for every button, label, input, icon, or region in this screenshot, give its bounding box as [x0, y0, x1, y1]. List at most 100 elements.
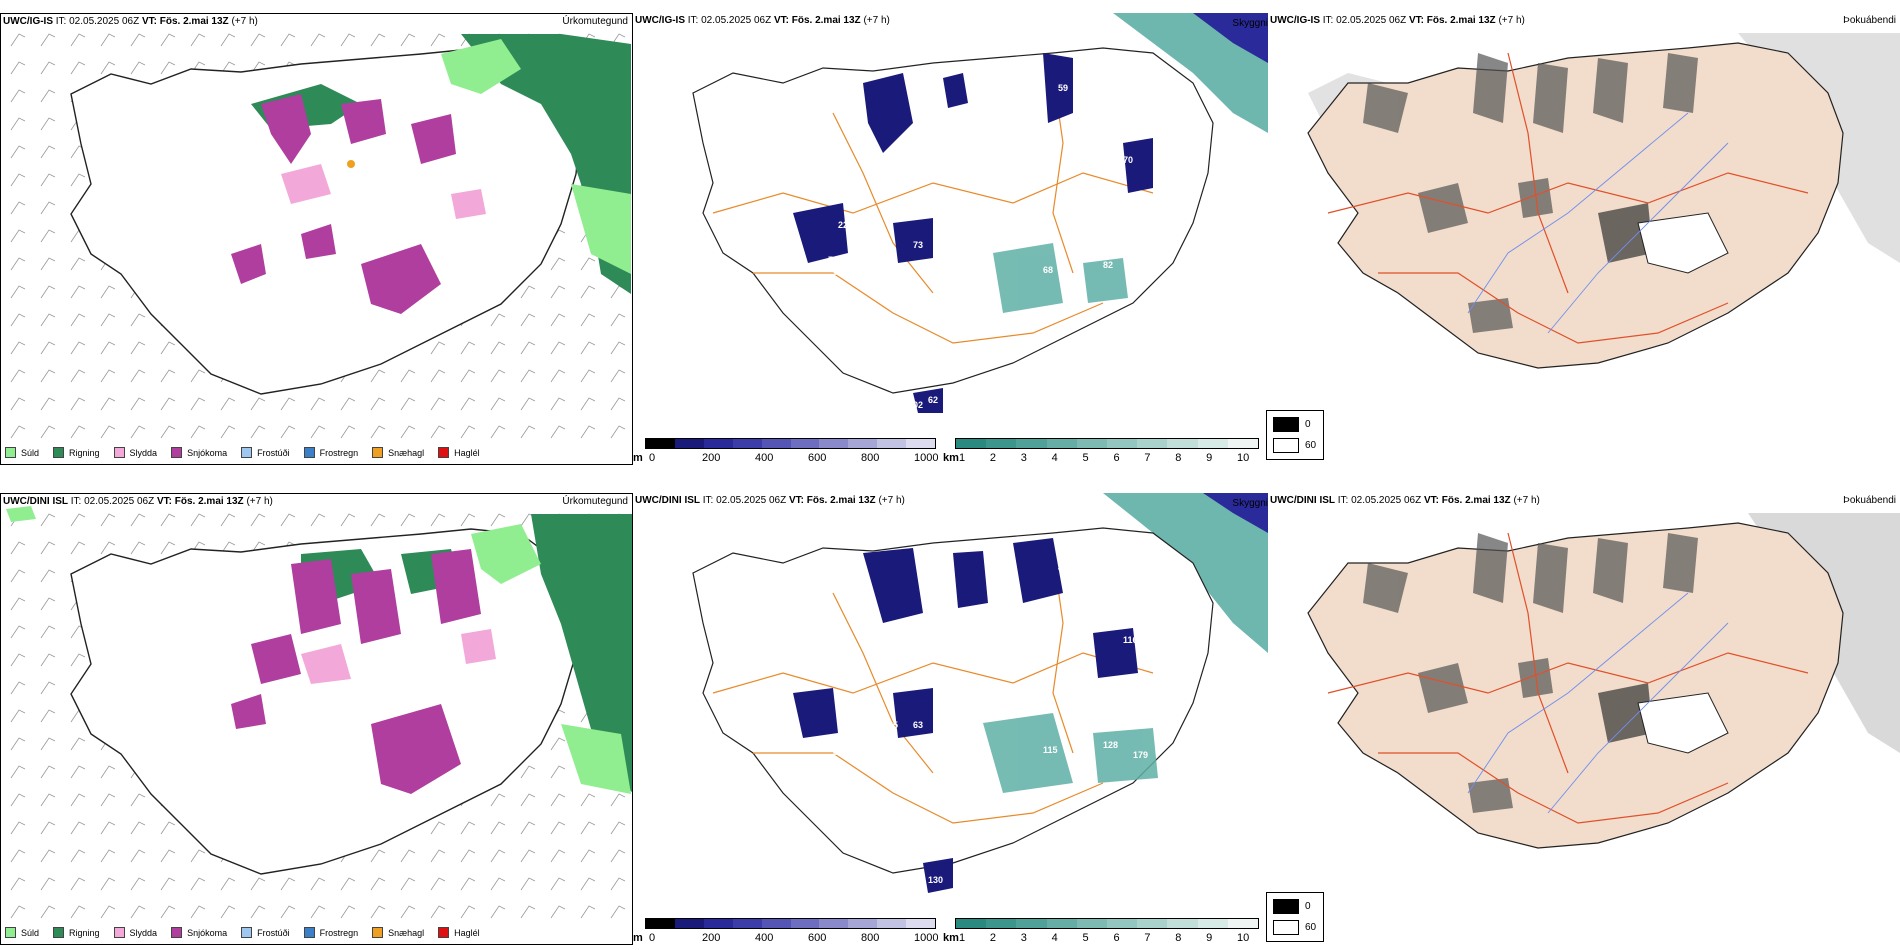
colorbar-unit: km — [943, 452, 959, 464]
wind-barb — [460, 341, 476, 355]
visibility-value-label: 96 — [1088, 575, 1098, 585]
legend-label: Frostregn — [319, 447, 359, 458]
visibility-value-label: 178 — [1088, 95, 1103, 105]
wind-barb — [130, 905, 146, 919]
wind-barb — [400, 425, 416, 439]
wind-barb — [70, 425, 86, 439]
panel-header: UWC/DINI ISL IT: 02.05.2025 06Z VT: Fös.… — [3, 496, 273, 507]
fog-index-map — [1307, 513, 1900, 849]
low-vis-area — [1203, 493, 1268, 533]
wind-barb — [520, 369, 536, 383]
wind-barb — [40, 61, 56, 75]
visibility-value-label: 87 — [1133, 60, 1143, 70]
colorbar-strip — [645, 918, 936, 929]
wind-barb — [70, 765, 86, 779]
wind-barb — [190, 905, 206, 919]
panel-title: Þokuábendi — [1843, 495, 1896, 506]
wind-barb — [400, 513, 416, 527]
legend-swatch — [113, 927, 125, 938]
wind-barb — [580, 285, 596, 299]
wind-barb — [100, 821, 116, 835]
colorbar-tick: 10 — [1237, 452, 1250, 464]
wind-barb — [580, 905, 596, 919]
sea-fog-area — [1113, 13, 1268, 133]
legend-label: Frostúði — [257, 927, 290, 938]
colorbar-tick: 800 — [861, 452, 880, 464]
visibility-value-label: 68 — [1043, 265, 1053, 275]
colorbar-tick: 7 — [1144, 932, 1151, 944]
visibility-value-label: 145 — [1133, 540, 1148, 550]
wind-barb — [70, 737, 86, 751]
wind-barb — [70, 793, 86, 807]
visibility-blobs — [793, 53, 1153, 413]
legend-item: Frostúði — [241, 927, 290, 938]
legend-swatch — [438, 447, 450, 458]
wind-barb — [280, 905, 296, 919]
wind-barb — [310, 905, 326, 919]
wind-barb — [310, 397, 326, 411]
wind-barb — [100, 341, 116, 355]
wind-barb — [190, 425, 206, 439]
wind-barb — [10, 737, 26, 751]
wind-barb — [250, 397, 266, 411]
colorbar-tick: 5 — [1082, 932, 1089, 944]
colorbar-strip — [955, 438, 1259, 449]
colorbar-tick: 6 — [1113, 932, 1120, 944]
legend-label: Haglél — [454, 927, 480, 938]
wind-barb — [310, 33, 326, 47]
wind-barb — [10, 341, 26, 355]
wind-barb — [10, 625, 26, 639]
wind-barb — [610, 821, 626, 835]
wind-barb — [100, 425, 116, 439]
legend-item: Slydda — [113, 447, 157, 458]
legend-item: Snjókoma — [171, 447, 227, 458]
wind-barb — [430, 877, 446, 891]
wind-barb — [160, 425, 176, 439]
wind-barb — [160, 397, 176, 411]
wind-barb — [130, 369, 146, 383]
colorbar-tick: 600 — [808, 452, 827, 464]
panel-title: Skyggni — [1232, 18, 1268, 29]
legend-label: Súld — [21, 927, 40, 938]
wind-barb — [40, 681, 56, 695]
wind-barb — [310, 513, 326, 527]
visibility-value-label: 32 — [963, 635, 973, 645]
wind-barb — [40, 625, 56, 639]
wind-barb — [580, 313, 596, 327]
wind-barb — [340, 905, 356, 919]
wind-barb — [490, 369, 506, 383]
legend-swatch — [372, 447, 384, 458]
wind-barb — [250, 877, 266, 891]
wind-barb — [40, 257, 56, 271]
wind-barb — [160, 541, 176, 555]
wind-barb — [220, 513, 236, 527]
wind-barb — [460, 513, 476, 527]
wind-barb — [70, 877, 86, 891]
wind-barb — [490, 341, 506, 355]
wind-barb — [550, 369, 566, 383]
wind-barb — [550, 257, 566, 271]
wind-barb — [280, 33, 296, 47]
colorbar-tick: 1000 — [914, 932, 939, 944]
legend-label: Rigning — [69, 447, 100, 458]
fog-blobs — [1363, 533, 1698, 813]
wind-barb — [610, 313, 626, 327]
legend-swatch — [303, 447, 315, 458]
visibility-value-label: 135 — [883, 720, 898, 730]
wind-barb — [490, 397, 506, 411]
wind-barb — [250, 425, 266, 439]
wind-barb — [40, 877, 56, 891]
precip-legend: Súld Rigning Slydda Snjókoma Frostúði Frostre… — [5, 447, 480, 458]
colorbar-tick: 1 — [959, 452, 966, 464]
wind-barb — [430, 341, 446, 355]
wind-barb — [10, 89, 26, 103]
wind-barb — [430, 905, 446, 919]
wind-barb — [160, 849, 176, 863]
wind-barb — [370, 849, 386, 863]
legend-swatch — [303, 927, 315, 938]
colorbar-tick: 6 — [1113, 452, 1120, 464]
legend-label: Súld — [21, 447, 40, 458]
panel-header: UWC/DINI ISL IT: 02.05.2025 06Z VT: Fös.… — [1270, 495, 1540, 506]
legend-label: Snjókoma — [187, 927, 228, 938]
wind-barb — [100, 397, 116, 411]
